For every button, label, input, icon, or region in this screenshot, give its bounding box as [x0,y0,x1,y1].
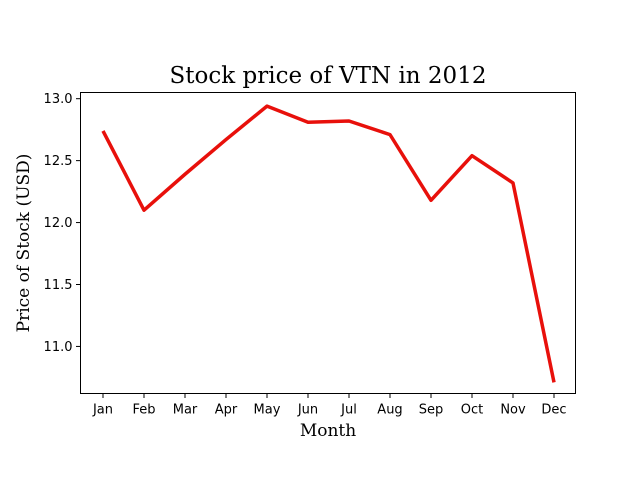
x-tick-label: Mar [173,403,198,418]
x-tick-label: Feb [132,403,155,418]
x-tick-label: Sep [419,403,444,418]
x-tick-label: Jun [297,403,318,418]
x-tick-label: Dec [541,403,566,418]
series-layer [101,104,556,383]
x-tick-label: Apr [215,403,238,418]
y-tick-label: 11.0 [44,340,73,355]
x-tick-label: Jan [92,403,113,418]
x-axis-ticks: Jan Feb Mar Apr May Jun Jul Aug Sep Oct Nov Dec [92,393,567,418]
x-tick-label: May [254,403,281,418]
y-tick-label: 12.0 [44,216,73,231]
y-tick-label: 12.5 [44,154,73,169]
y-tick-label: 13.0 [44,92,73,107]
x-tick-label: Jul [340,403,357,418]
y-axis-ticks: 11.0 11.5 12.0 12.5 13.0 [44,92,81,355]
x-tick-label: Oct [461,403,483,418]
x-axis-label: Month [300,421,356,441]
series-line [101,104,556,383]
y-tick-label: 11.5 [44,278,73,293]
y-axis-label: Price of Stock (USD) [14,154,34,333]
x-tick-label: Aug [377,403,402,418]
chart-title: Stock price of VTN in 2012 [170,63,487,89]
plot-frame [80,92,576,394]
x-tick-label: Nov [500,403,526,418]
